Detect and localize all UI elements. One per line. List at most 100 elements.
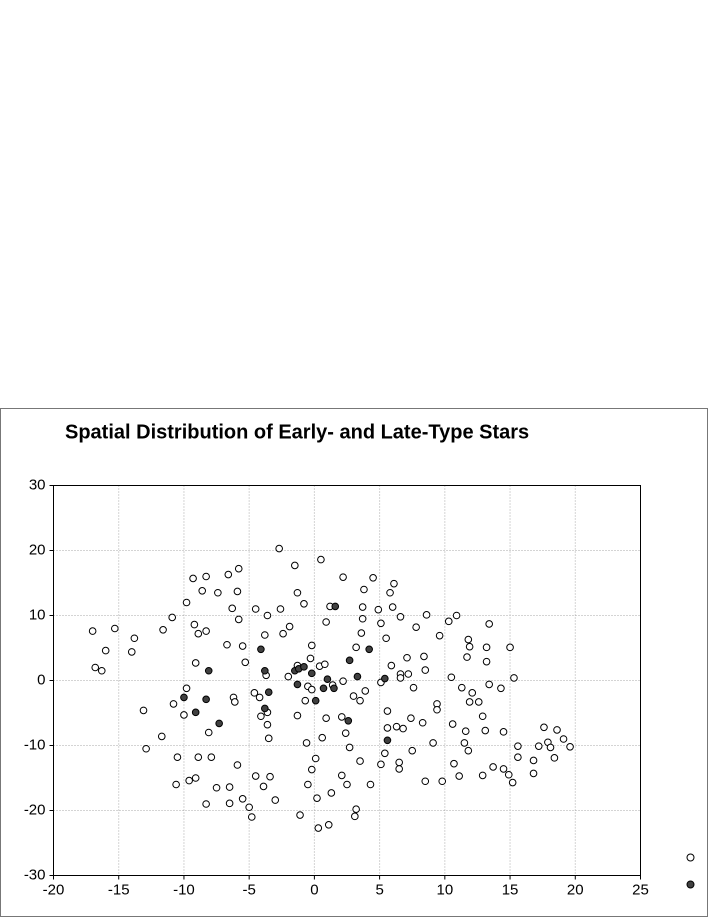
point [474,698,483,706]
point [504,770,513,779]
point [489,763,497,771]
point [276,605,285,613]
x-tick-label: 5 [375,881,383,898]
point [190,620,199,629]
point [374,605,383,614]
point [559,735,568,743]
point [396,674,405,682]
point [159,626,167,634]
point [358,603,367,611]
point [324,821,333,829]
point [377,760,385,769]
point [204,666,213,675]
point [263,720,272,729]
point [327,789,336,797]
point [383,736,392,745]
x-tick-label: 15 [502,881,519,898]
point [180,693,188,702]
point [173,753,182,762]
point [306,654,315,663]
point [550,754,559,762]
point [234,564,243,573]
point [157,732,166,741]
y-tick-label: 30 [29,476,46,493]
point [291,561,299,570]
y-tick-label: 10 [29,606,46,623]
point [130,634,139,643]
point [194,753,203,762]
point [450,759,458,768]
y-tick-label: 20 [29,541,46,558]
point [202,695,210,704]
point [241,658,250,667]
point [352,805,360,814]
point [228,604,237,613]
point [388,603,397,611]
point [139,706,148,715]
point [264,734,273,743]
point [91,663,100,672]
point [245,803,253,812]
point [337,771,346,780]
point [485,680,493,689]
point [481,726,490,735]
point [468,689,477,697]
point [322,714,330,723]
point [566,743,574,751]
marks [88,544,574,832]
point [194,629,203,638]
point [448,720,457,728]
point [285,622,294,631]
x-tick-label: -15 [108,881,130,898]
y-tick-label: -20 [24,801,46,818]
point [247,813,256,821]
point [304,780,312,789]
point [182,684,191,693]
point [202,627,210,635]
point [233,587,242,596]
point [444,617,453,626]
point [360,585,368,594]
point [455,772,463,780]
point [409,683,418,692]
point [457,683,466,692]
point [261,666,269,675]
point [300,663,308,671]
point [365,645,373,654]
point [358,614,367,623]
point [482,643,491,652]
point [508,778,517,787]
point [510,674,518,682]
point [317,555,325,564]
point [344,717,353,725]
point [514,742,522,750]
legend-marker [686,853,695,862]
point [447,673,456,682]
point [392,722,401,731]
point [497,684,505,693]
point [499,728,508,736]
point [319,684,328,693]
point [353,672,362,681]
point [180,711,188,719]
point [251,605,260,613]
point [202,800,210,808]
point [111,624,119,633]
point [345,656,354,665]
point [460,739,469,747]
point [435,631,444,640]
point [452,611,461,620]
point [307,765,316,774]
point [461,727,470,736]
point [191,659,200,667]
point [343,780,351,789]
point [330,684,338,693]
point [529,756,538,765]
point [506,643,514,652]
point [314,824,323,832]
point [514,753,522,762]
point [408,746,417,755]
point [546,743,555,752]
